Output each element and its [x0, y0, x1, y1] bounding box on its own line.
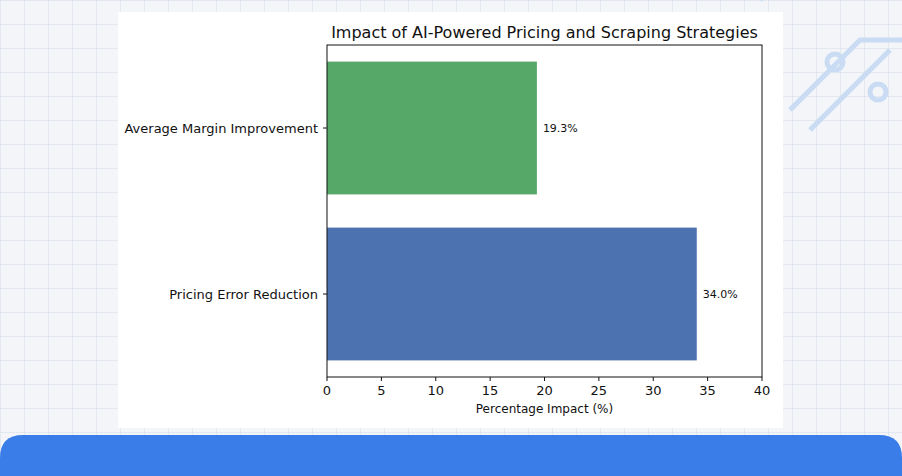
panel: [118, 12, 783, 428]
x-axis-title: Percentage Impact (%): [476, 402, 613, 416]
x-tick: [435, 377, 436, 381]
x-tick: [327, 377, 328, 381]
bars: [327, 62, 697, 361]
x-tick-label: 10: [427, 383, 444, 398]
deco-line: [810, 50, 890, 130]
x-tick: [653, 377, 654, 381]
category-tick: [323, 128, 327, 129]
x-tick-label: 25: [591, 383, 608, 398]
x-tick: [381, 377, 382, 381]
bar: [327, 228, 697, 361]
x-tick-label: 35: [699, 383, 716, 398]
bar: [327, 62, 537, 195]
category-label: Pricing Error Reduction: [169, 287, 318, 302]
data-label: 19.3%: [543, 122, 578, 135]
category-tick: [323, 294, 327, 295]
x-tick-label: 40: [754, 383, 771, 398]
deco-line: [790, 40, 902, 110]
x-tick: [707, 377, 708, 381]
x-tick-label: 20: [536, 383, 553, 398]
x-tick: [544, 377, 545, 381]
plot-frame: [327, 45, 762, 377]
x-tick: [762, 377, 763, 381]
chart-root: Impact of AI-Powered Pricing and Scrapin…: [0, 0, 902, 476]
category-label: Average Margin Improvement: [124, 121, 318, 136]
deco-dot: [870, 84, 886, 100]
x-tick-label: 30: [645, 383, 662, 398]
x-tick-label: 5: [377, 383, 385, 398]
x-tick: [490, 377, 491, 381]
x-tick-label: 0: [323, 383, 331, 398]
deco-dot: [827, 54, 843, 70]
data-label: 34.0%: [703, 288, 738, 301]
x-tick-label: 15: [482, 383, 499, 398]
x-tick: [598, 377, 599, 381]
footer-band: [0, 435, 902, 476]
chart-title: Impact of AI-Powered Pricing and Scrapin…: [331, 23, 758, 42]
